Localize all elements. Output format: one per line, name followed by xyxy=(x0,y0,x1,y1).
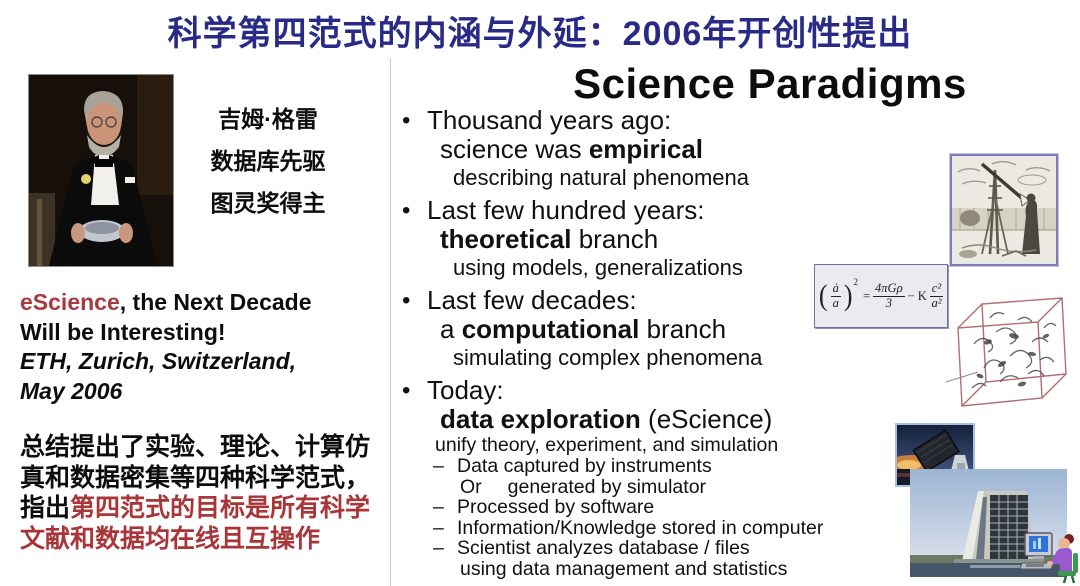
telescope-engraving-image xyxy=(949,153,1059,267)
summary-black-text: 总结提出了实验、理论、计算仿真和数据密集等四种科学范式，指出 xyxy=(20,433,371,522)
bullet-sub2: using models, generalizations xyxy=(453,255,743,280)
jim-gray-captions: 吉姆·格雷 数据库先驱 图灵奖得主 xyxy=(186,98,350,224)
bullet-head: Last few decades: xyxy=(398,286,943,316)
or-label: Or xyxy=(460,475,482,498)
formula-power: 2 xyxy=(853,277,858,287)
slide-title: 科学第四范式的内涵与外延：2006年开创性提出 xyxy=(167,15,913,53)
simulation-cube-image xyxy=(944,284,1076,414)
bullet-head: Last few hundred years: xyxy=(398,196,943,226)
bullet-sub2: simulating complex phenomena xyxy=(453,345,763,370)
sub1-bold: computational xyxy=(461,314,640,344)
formula-lhs-den: a xyxy=(832,295,839,310)
quote-line-1: eScience, the Next Decade xyxy=(20,288,380,318)
bullet-sub2: describing natural phenomena xyxy=(453,165,749,190)
sub1-pre: a xyxy=(440,314,462,344)
sub1-post: (eScience) xyxy=(640,404,773,434)
quote-highlight: eScience xyxy=(20,289,120,315)
caption-role-1: 数据库先驱 xyxy=(210,148,326,174)
quote-line-1-rest: , the Next Decade xyxy=(119,289,312,315)
formula-term1-fraction: 4πGρ 3 xyxy=(873,281,905,310)
dash-item-instruments: Data captured by instruments xyxy=(398,456,943,477)
sub1-bold: theoretical xyxy=(440,224,572,254)
paradigms-list: Thousand years ago: science was empirica… xyxy=(398,106,943,583)
sub1-bold: data exploration xyxy=(440,404,641,434)
bullet-theoretical: Last few hundred years: theoretical bran… xyxy=(398,196,943,282)
scientist-at-computer-clipart xyxy=(1020,527,1080,585)
column-divider xyxy=(390,58,391,586)
formula-t1-den: 3 xyxy=(885,295,892,310)
escience-quote: eScience, the Next Decade Will be Intere… xyxy=(20,288,380,406)
formula-lparen: ( xyxy=(818,278,828,313)
bullet-sub1: data exploration (eScience) xyxy=(398,405,943,434)
sub1-pre: science was xyxy=(440,134,589,164)
simulator-label: generated by simulator xyxy=(507,475,707,498)
bullet-empirical: Thousand years ago: science was empirica… xyxy=(398,106,943,192)
dash-item-software: Processed by software xyxy=(398,497,943,518)
bullet-sub1: theoretical branch xyxy=(398,225,943,254)
paradigms-heading: Science Paradigms xyxy=(573,60,967,107)
engraving-drawing xyxy=(952,156,1056,264)
jim-gray-portrait-photo xyxy=(28,74,174,267)
formula-equals: = xyxy=(862,288,871,303)
formula-minus-k: − K xyxy=(907,288,927,303)
summary-paragraph: 总结提出了实验、理论、计算仿真和数据密集等四种科学范式，指出第四范式的目标是所有… xyxy=(20,432,388,554)
formula-rparen: ) xyxy=(843,278,853,313)
formula-term2-fraction: c² a² xyxy=(929,281,944,310)
formula-t2-num: c² xyxy=(929,281,944,297)
formula-t2-den: a² xyxy=(931,295,942,310)
bullet-head: Thousand years ago: xyxy=(398,106,943,136)
clipart-drawing xyxy=(1020,532,1078,584)
dash-item-scientist: Scientist analyzes database / files xyxy=(398,538,943,559)
formula-t1-num: 4πGρ xyxy=(873,281,905,297)
quote-line-3: ETH, Zurich, Switzerland, xyxy=(20,348,297,374)
caption-role-2: 图灵奖得主 xyxy=(210,190,326,216)
unify-line: unify theory, experiment, and simulation xyxy=(435,434,779,456)
quote-line-2: Will be Interesting! xyxy=(20,318,226,345)
dash-item-simulator: Or generated by simulator xyxy=(398,475,943,498)
quote-line-4: May 2006 xyxy=(20,377,123,404)
dash-item-knowledge: Information/Knowledge stored in computer xyxy=(398,517,943,539)
sub1-post: branch xyxy=(639,314,727,344)
dash-item-statistics: using data management and statistics xyxy=(460,557,788,580)
cube-drawing xyxy=(945,297,1067,407)
bullet-computational: Last few decades: a computational branch… xyxy=(398,286,943,372)
jim-gray-portrait-image xyxy=(29,75,173,266)
summary-red-text: 第四范式的目标是所有科学文献和数据均在线且互操作 xyxy=(20,494,371,553)
bullet-sub1: a computational branch xyxy=(398,315,943,344)
bullet-head: Today: xyxy=(398,376,943,406)
bullet-sub1: science was empirical xyxy=(398,135,943,164)
sub1-bold: empirical xyxy=(588,134,704,164)
caption-name: 吉姆·格雷 xyxy=(218,106,318,132)
formula-lhs-num: ȧ xyxy=(830,281,841,297)
sub1-post: branch xyxy=(571,224,659,254)
bullet-data-exploration: Today: data exploration (eScience) unify… xyxy=(398,376,943,579)
